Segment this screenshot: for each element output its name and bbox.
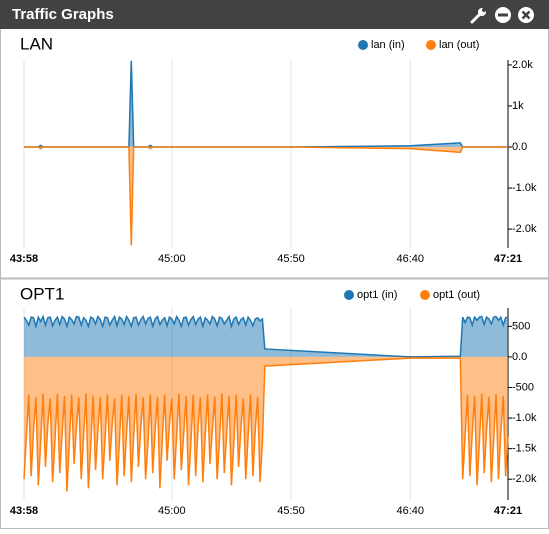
x-tick-label: 47:21 xyxy=(494,253,522,265)
chart-title: LAN xyxy=(20,34,53,53)
legend-marker xyxy=(344,290,354,300)
legend-marker xyxy=(426,40,436,50)
legend-label: opt1 (in) xyxy=(357,289,397,301)
y-tick-label: -500 xyxy=(512,381,534,393)
chart-title: OPT1 xyxy=(20,284,64,303)
wrench-icon[interactable] xyxy=(470,8,486,24)
y-tick-label: -1.5k xyxy=(512,443,537,455)
y-tick-label: 500 xyxy=(512,320,530,332)
legend-marker xyxy=(358,40,368,50)
legend-marker xyxy=(420,290,430,300)
series-line xyxy=(23,357,509,492)
y-tick-label: 0.0 xyxy=(512,141,527,153)
x-tick-label: 45:00 xyxy=(158,505,186,517)
legend-label: opt1 (out) xyxy=(433,289,480,301)
legend-label: lan (out) xyxy=(439,39,479,51)
y-tick-label: -1.0k xyxy=(512,412,537,424)
x-tick-label: 45:50 xyxy=(277,253,305,265)
x-tick-label: 43:58 xyxy=(10,505,38,517)
x-tick-label: 43:58 xyxy=(10,253,38,265)
close-icon[interactable] xyxy=(518,7,534,23)
x-tick-label: 46:40 xyxy=(396,253,424,265)
x-tick-label: 45:50 xyxy=(277,505,305,517)
minimize-icon[interactable] xyxy=(495,7,511,23)
y-tick-label: 2.0k xyxy=(512,59,533,71)
x-tick-label: 46:40 xyxy=(396,505,424,517)
header-title: Traffic Graphs xyxy=(12,6,114,23)
y-tick-label: -1.0k xyxy=(512,182,537,194)
series-line xyxy=(24,146,508,246)
area-fill xyxy=(24,316,508,357)
x-tick-label: 45:00 xyxy=(158,253,186,265)
x-tick-label: 47:21 xyxy=(494,505,522,517)
y-tick-label: 0.0 xyxy=(512,351,527,363)
y-tick-label: -2.0k xyxy=(512,223,537,235)
legend-label: lan (in) xyxy=(371,39,405,51)
series-line xyxy=(23,314,509,358)
y-tick-label: -2.0k xyxy=(512,473,537,485)
y-tick-label: 1k xyxy=(512,100,524,112)
header-bar xyxy=(0,0,549,29)
